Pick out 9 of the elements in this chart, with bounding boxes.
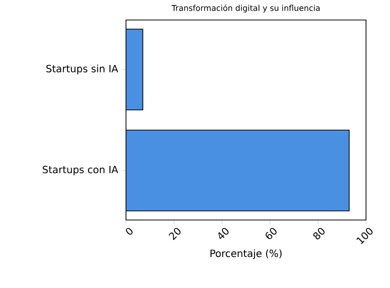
x-tick-label: 20	[168, 228, 181, 240]
x-tick-label: 0	[126, 228, 133, 235]
x-tick-label: 80	[313, 228, 325, 240]
y-tick-label: Startups sin IA	[46, 64, 118, 74]
y-tick-label: Startups con IA	[42, 166, 118, 176]
x-tick-label: 40	[218, 228, 229, 240]
x-axis-title: Porcentaje (%)	[210, 249, 282, 260]
x-tick-label: 60	[266, 228, 277, 240]
x-tick-label: 100	[356, 228, 373, 244]
